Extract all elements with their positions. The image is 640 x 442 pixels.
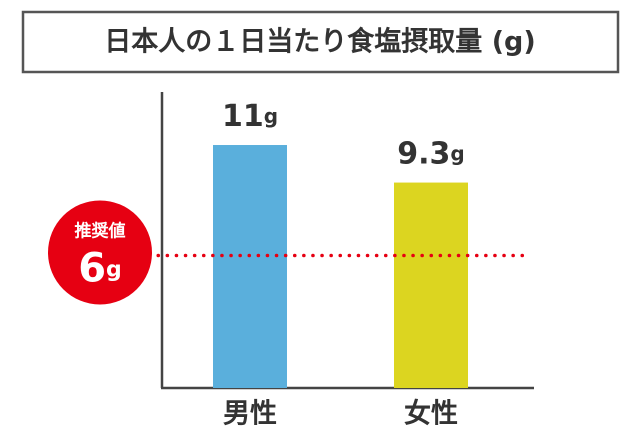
x-tick-label: 男性 bbox=[223, 399, 277, 430]
reference-badge bbox=[48, 200, 152, 305]
value-label: 9.3g bbox=[397, 136, 464, 171]
reference-value-label: 6g bbox=[78, 245, 122, 291]
title-box bbox=[21, 10, 620, 74]
reference-label: 推奨値 bbox=[75, 220, 126, 241]
bar bbox=[394, 182, 468, 388]
bar bbox=[213, 145, 287, 388]
chart-title: 日本人の１日当たり食塩摂取量 (g) bbox=[104, 26, 535, 58]
value-label: 11g bbox=[222, 99, 278, 134]
x-tick-label: 女性 bbox=[404, 398, 458, 430]
